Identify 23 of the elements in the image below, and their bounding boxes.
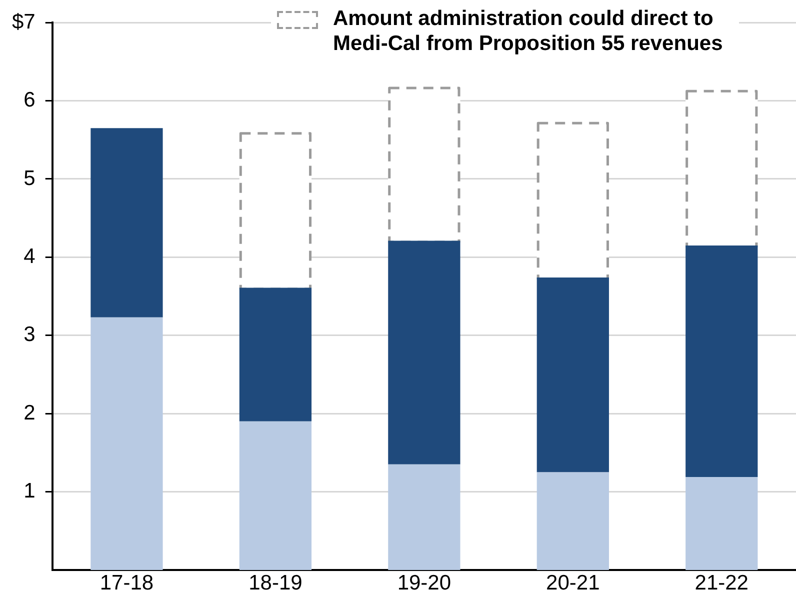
y-tick-label: 5 [24, 166, 36, 190]
y-tick-label: 1 [24, 480, 36, 503]
x-tick-label: 21-22 [694, 571, 748, 594]
y-tick-label: 6 [24, 88, 36, 112]
y-tick-label: $7 [12, 10, 36, 34]
bar [90, 317, 163, 570]
bar [686, 245, 758, 477]
x-tick-label: 17-18 [100, 571, 154, 594]
bar [536, 472, 609, 570]
bar [388, 464, 460, 570]
bar [536, 278, 609, 472]
x-tick-label: 20-21 [546, 571, 600, 594]
y-tick-label: 4 [24, 244, 36, 268]
legend-label: Amount administration could direct to Medi-Cal from Proposition 55 revenues [333, 6, 724, 56]
y-tick-label: 2 [24, 401, 36, 424]
bar [90, 128, 163, 318]
bar [239, 421, 312, 570]
bar [686, 476, 758, 570]
bar [239, 288, 312, 422]
x-tick-label: 19-20 [397, 571, 452, 594]
x-tick-label: 18-19 [248, 571, 302, 594]
bar [388, 240, 460, 464]
y-tick-label: 3 [24, 323, 36, 346]
